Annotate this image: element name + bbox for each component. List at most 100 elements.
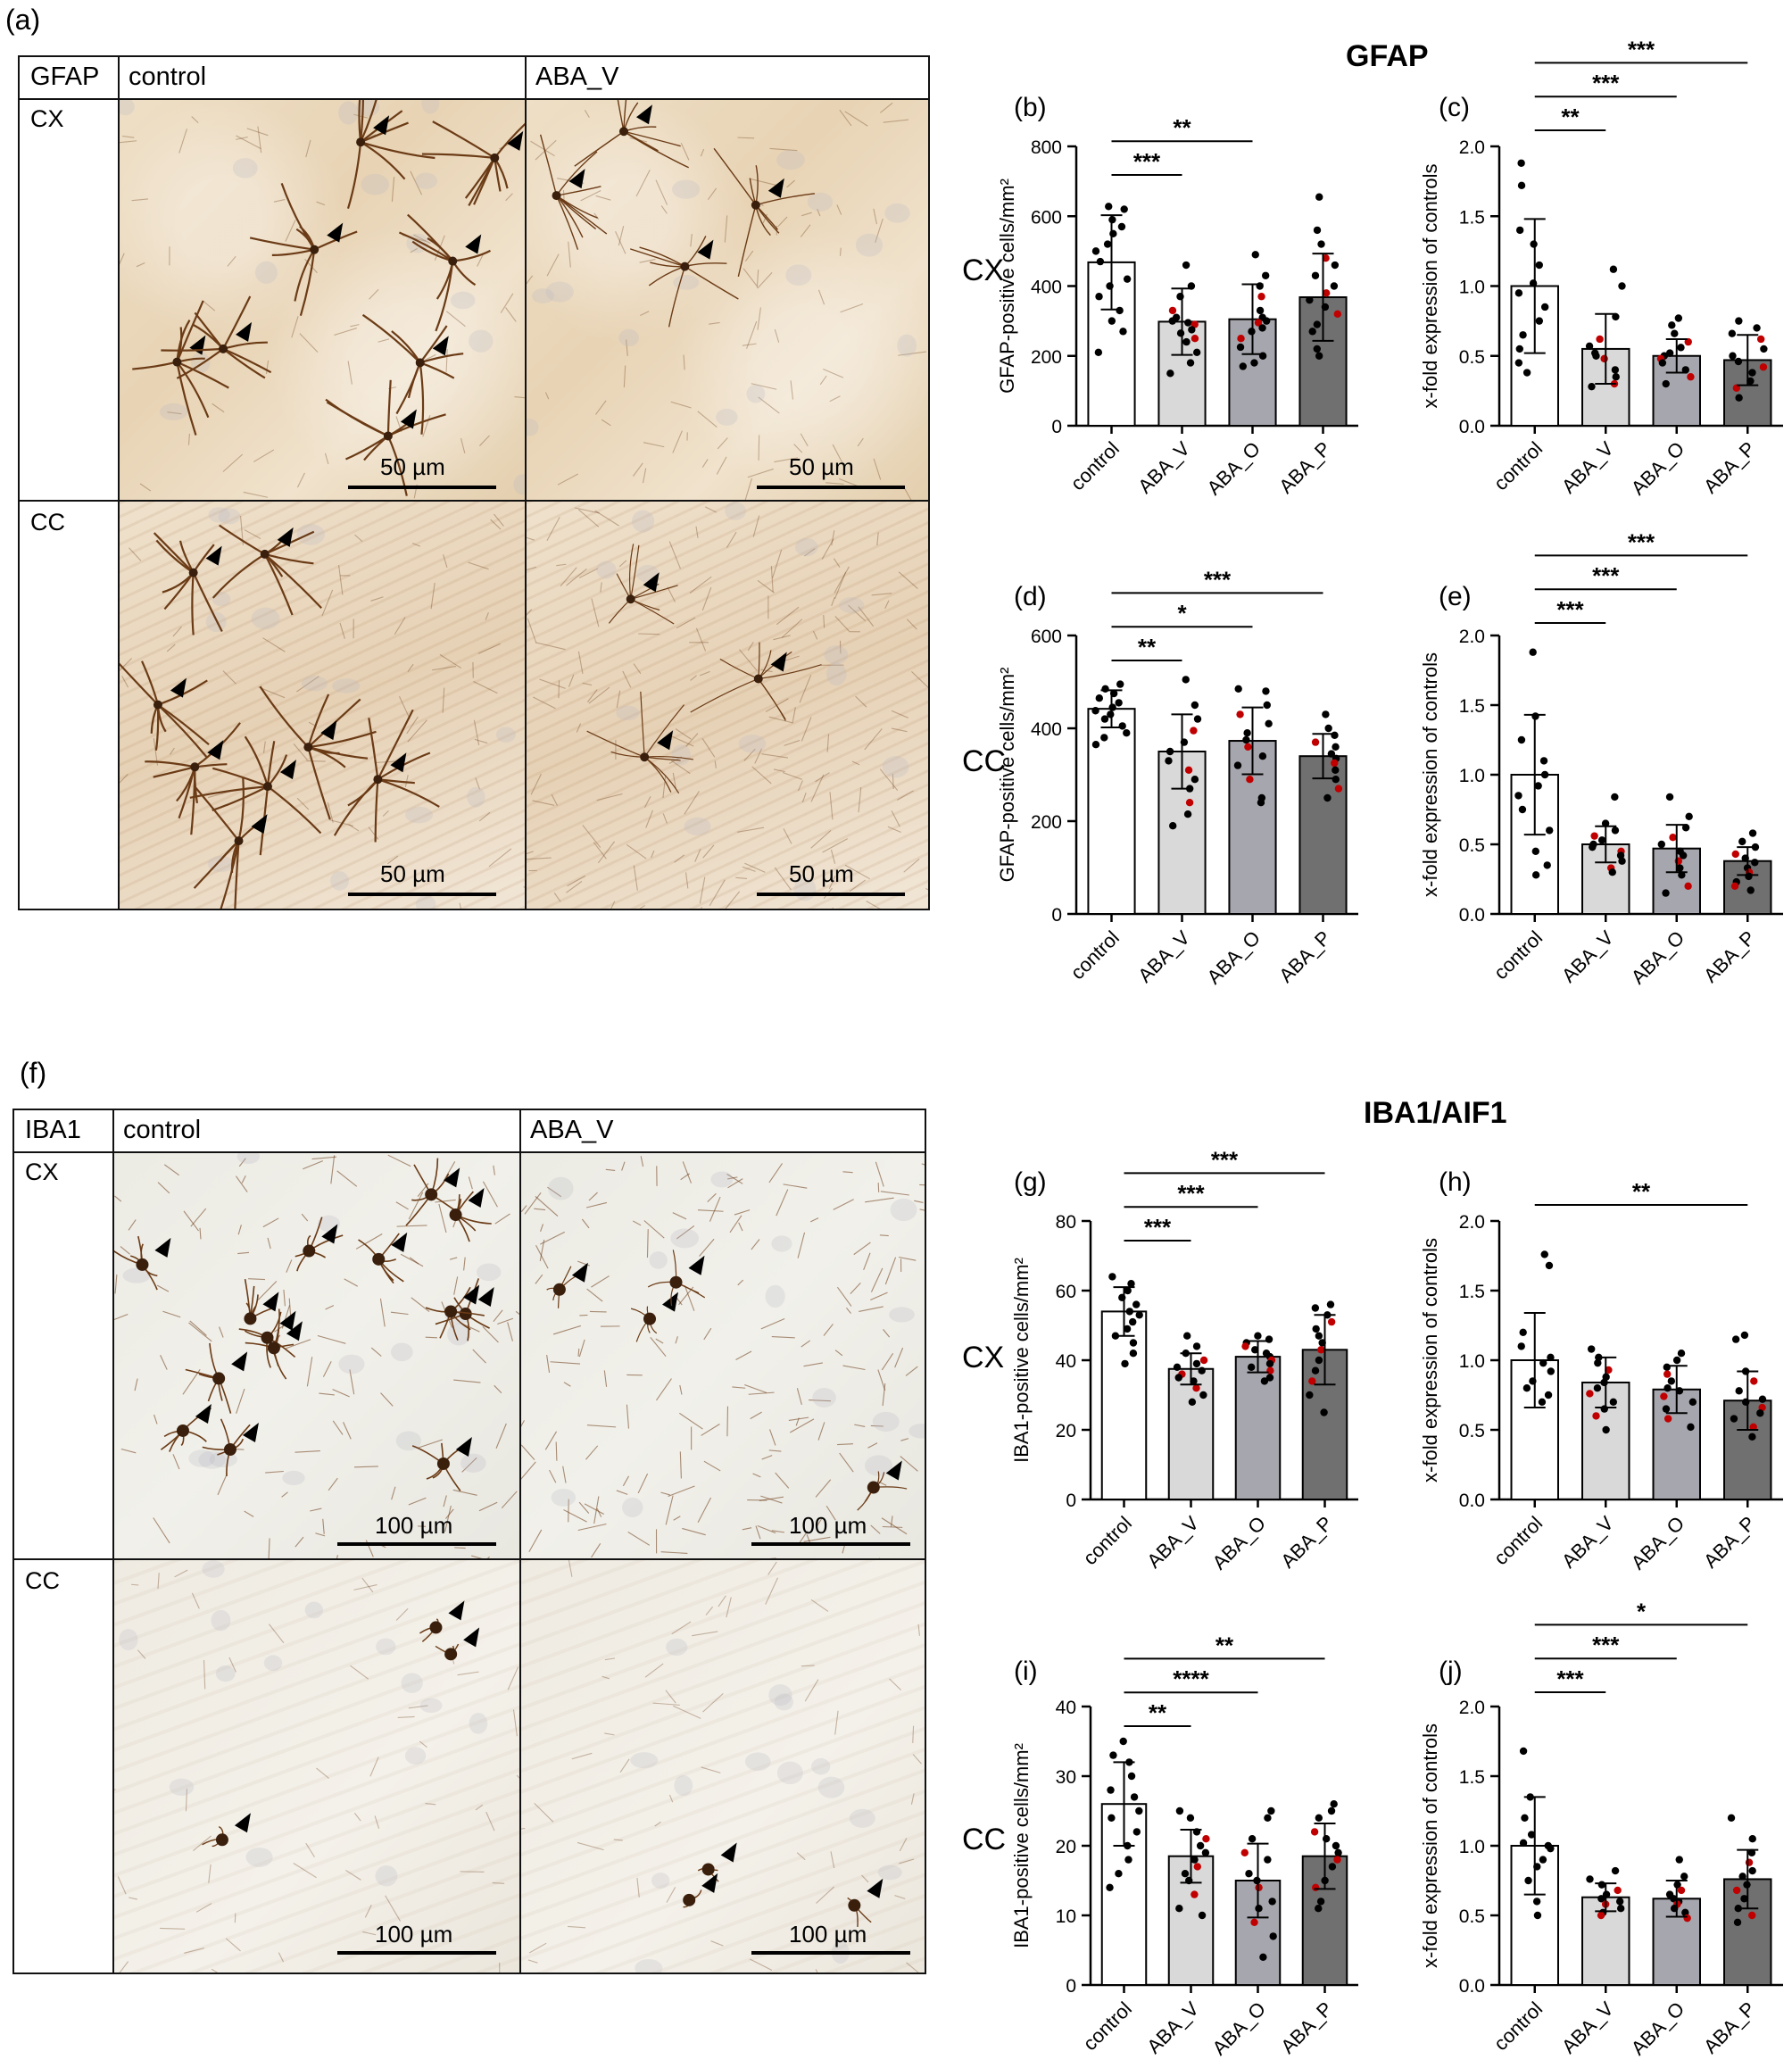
stain-fiber <box>671 760 691 775</box>
nucleus <box>332 678 361 693</box>
bar-ABA_P <box>1723 860 1772 915</box>
stain-fiber <box>801 1665 815 1667</box>
stain-fiber <box>883 1329 891 1338</box>
stain-fiber <box>925 888 928 891</box>
stain-fiber <box>443 1495 447 1507</box>
stain-fiber <box>789 1418 815 1433</box>
stain-fiber <box>639 259 656 263</box>
stain-fiber <box>391 1486 396 1500</box>
data-point <box>1183 1332 1191 1340</box>
y-tick-label: 800 <box>1031 137 1062 158</box>
stain-fiber <box>577 1523 607 1532</box>
stain-fiber <box>120 1246 130 1255</box>
stain-fiber <box>238 1158 246 1167</box>
data-point <box>1753 324 1761 332</box>
data-point <box>1182 1350 1190 1358</box>
nucleus <box>618 328 639 347</box>
nucleus <box>467 786 485 808</box>
stain-fiber <box>660 205 668 214</box>
data-point <box>1094 348 1103 357</box>
stain-fiber <box>153 1414 158 1424</box>
data-point <box>1514 792 1522 800</box>
stain-fiber <box>494 1384 502 1394</box>
nucleus <box>897 334 917 357</box>
x-tick-label: ABA_V <box>1557 437 1618 498</box>
nucleus <box>855 233 884 257</box>
data-point <box>1662 1405 1671 1413</box>
stain-fiber <box>911 670 928 688</box>
data-point <box>1681 366 1690 374</box>
bar-ABA_V <box>1157 751 1207 915</box>
data-point <box>1547 1844 1555 1853</box>
data-point <box>1264 1856 1272 1864</box>
stain-fiber <box>540 1224 544 1232</box>
data-point <box>1182 337 1191 346</box>
stain-fiber <box>597 841 616 864</box>
stain-fiber <box>585 1445 599 1460</box>
y-tick-label: 40 <box>1056 1351 1076 1372</box>
data-point <box>1168 317 1176 325</box>
stain-fiber <box>345 1869 361 1881</box>
nucleus <box>236 1153 261 1165</box>
data-point <box>1730 1415 1738 1423</box>
data-point <box>1539 757 1548 765</box>
cell-process <box>452 249 491 262</box>
data-point <box>1100 715 1109 723</box>
data-point <box>1180 738 1189 746</box>
cell-process <box>755 204 771 237</box>
stain-fiber <box>453 1276 459 1295</box>
data-point <box>1183 810 1192 818</box>
arrowhead-marker <box>463 1284 480 1305</box>
cell-process <box>155 539 195 574</box>
stain-fiber <box>316 1767 329 1779</box>
stain-fiber <box>840 303 864 313</box>
stain-fiber <box>684 1285 695 1311</box>
arrowhead-marker <box>720 1842 737 1863</box>
cell-process <box>360 141 436 160</box>
data-point <box>1127 1772 1136 1781</box>
nucleus <box>889 1307 915 1323</box>
stain-fiber <box>188 1322 212 1342</box>
cell-process <box>399 231 453 262</box>
stain-fiber <box>568 1499 569 1523</box>
arrowhead-marker <box>195 1403 212 1424</box>
stain-fiber <box>873 208 877 225</box>
stain-fiber <box>527 1959 538 1964</box>
nucleus <box>674 1774 693 1797</box>
astrocyte-stain-overlay <box>120 507 525 909</box>
stain-fiber <box>248 1278 266 1281</box>
data-point <box>1660 352 1669 360</box>
nucleus <box>447 1323 471 1346</box>
nucleus <box>839 597 865 614</box>
stain-fiber <box>879 1234 889 1237</box>
x-tick-label: control <box>1066 926 1124 984</box>
bar-ABA_V <box>1581 1896 1630 1986</box>
stain-fiber <box>879 102 893 113</box>
stain-fiber <box>684 872 689 889</box>
y-tick-label: 1.0 <box>1459 1351 1485 1372</box>
data-point <box>1685 812 1693 820</box>
stain-fiber <box>834 566 850 594</box>
data-point <box>1538 1398 1547 1407</box>
stain-fiber <box>890 1516 893 1527</box>
significance-label: ** <box>1138 634 1157 660</box>
data-point <box>1255 1905 1263 1913</box>
data-point <box>1255 1883 1263 1891</box>
nucleus <box>212 591 231 607</box>
cell-process <box>419 362 425 435</box>
stain-fiber <box>387 1154 411 1167</box>
cell-process <box>623 100 627 132</box>
row-label-cc: CC <box>30 509 65 536</box>
bar-ABA_P <box>1298 296 1348 427</box>
data-point <box>1748 1835 1756 1843</box>
data-point <box>1534 782 1542 790</box>
x-tick-label: ABA_P <box>1699 437 1760 498</box>
nucleus <box>401 1673 423 1694</box>
stain-fiber <box>752 515 760 537</box>
data-point <box>1316 1898 1325 1906</box>
stain-fiber <box>898 571 918 589</box>
x-tick-label: ABA_O <box>1627 1512 1689 1574</box>
stain-fiber <box>310 1507 322 1512</box>
cell-process <box>421 153 495 159</box>
